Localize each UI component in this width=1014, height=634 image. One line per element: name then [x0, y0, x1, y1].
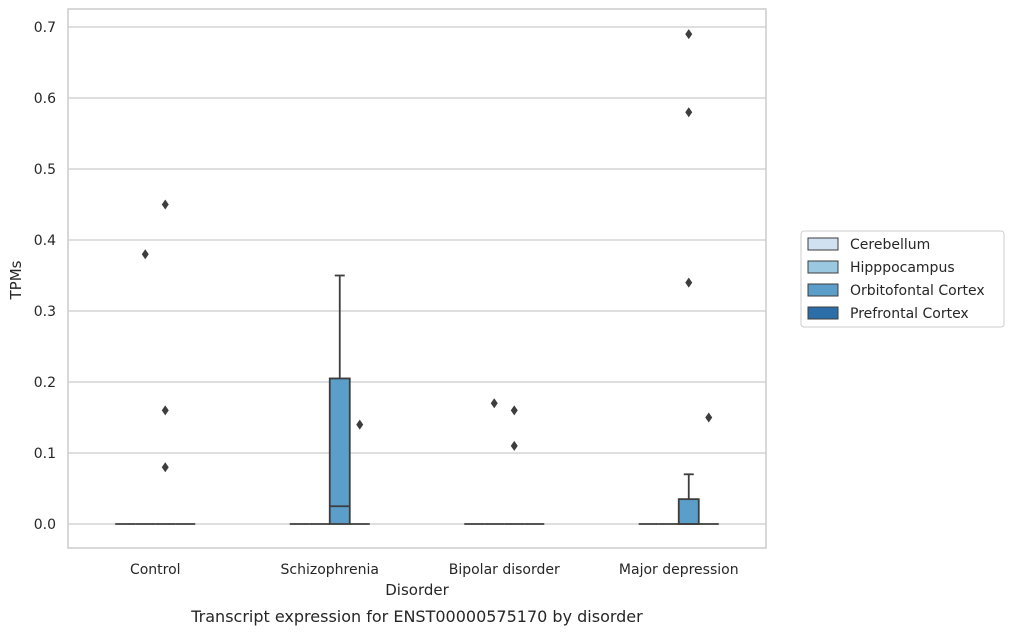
box-group [677, 29, 700, 525]
x-tick-label: Control [130, 562, 181, 578]
outlier-point [685, 29, 693, 40]
x-tick-label: Bipolar disorder [449, 562, 560, 578]
y-tick-label: 0.1 [34, 446, 56, 462]
y-tick-label: 0.4 [34, 233, 56, 249]
box-group [349, 419, 370, 525]
y-tick-label: 0.2 [34, 375, 56, 391]
outlier-point [161, 462, 169, 473]
outlier-point [161, 405, 169, 416]
chart-caption: Transcript expression for ENST0000057517… [190, 607, 643, 626]
legend-swatch [807, 237, 839, 251]
x-tick-label: Schizophrenia [281, 562, 379, 578]
x-tick-labels: Control Schizophrenia Bipolar disorder Majo… [130, 562, 739, 578]
legend-label: Prefrontal Cortex [850, 306, 969, 322]
outlier-point [161, 199, 169, 210]
box-group [504, 405, 525, 525]
legend-label: Cerebellum [850, 237, 930, 253]
box-group [698, 412, 719, 525]
legend-label: Orbitofontal Cortex [850, 283, 985, 299]
outlier-point [490, 398, 498, 409]
legend-swatch [807, 306, 839, 320]
outlier-point [356, 419, 364, 430]
y-axis-label: TPMs [7, 260, 25, 300]
legend-items: Cerebellum Hipppocampus Orbitofontal Corte… [807, 237, 985, 322]
legend-swatch [807, 260, 839, 274]
outlier-point [685, 107, 693, 118]
outlier-point [705, 412, 713, 423]
y-tick-label: 0.6 [34, 91, 56, 107]
outlier-point [510, 405, 518, 416]
legend-label: Hipppocampus [850, 260, 955, 276]
outlier-point [141, 249, 149, 260]
x-tick-label: Major depression [619, 562, 739, 578]
x-axis-label: Disorder [385, 581, 449, 599]
box-group [484, 398, 505, 525]
legend-frame [800, 230, 1005, 328]
plot-frame [67, 8, 767, 549]
legend: Cerebellum Hipppocampus Orbitofontal Corte… [800, 230, 1005, 328]
outlier-point [510, 440, 518, 451]
y-tick-label: 0.3 [34, 304, 56, 320]
y-tick-label: 0.7 [34, 20, 56, 36]
y-tick-labels: 0.0 0.1 0.2 0.3 0.4 0.5 0.6 0.7 [34, 20, 56, 533]
box-group [155, 199, 176, 525]
grid-lines [68, 26, 766, 525]
box-group [135, 249, 156, 525]
box [677, 498, 700, 525]
box [328, 377, 351, 525]
legend-swatch [807, 283, 839, 297]
y-tick-label: 0.0 [34, 517, 56, 533]
box-plot-marks [115, 29, 719, 525]
box-group [328, 274, 351, 525]
y-tick-label: 0.5 [34, 162, 56, 178]
outlier-point [685, 277, 693, 288]
